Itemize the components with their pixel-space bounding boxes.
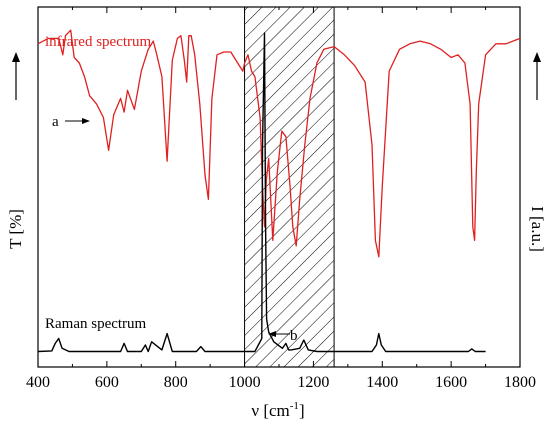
x-tick-label: 400	[26, 374, 50, 391]
infrared-spectrum-line	[37, 29, 521, 258]
annotation-b-label: b	[290, 328, 298, 344]
x-tick-label: 1200	[297, 374, 329, 391]
x-axis-ticks: 400 600 800 1000 1200 1400 1600 1800	[26, 7, 536, 391]
y-axis-left-title: T [%]	[6, 209, 25, 249]
hatched-region	[244, 6, 335, 368]
x-axis-title-superscript: -1	[290, 400, 299, 412]
x-axis-title-base: ν [cm	[251, 401, 289, 420]
annotation-a-label: a	[52, 114, 59, 130]
x-axis-title: ν [cm-1]	[251, 400, 304, 420]
x-tick-label: 1000	[229, 374, 261, 391]
annotation-b-arrow	[268, 331, 290, 337]
annotation-a-arrow	[65, 118, 90, 124]
x-tick-label: 1400	[366, 374, 398, 391]
x-axis-title-end: ]	[299, 401, 305, 420]
raman-spectrum-line	[37, 32, 486, 353]
x-tick-label: 1800	[504, 374, 536, 391]
x-tick-label: 800	[164, 374, 188, 391]
left-axis-arrow	[12, 52, 20, 100]
infrared-spectrum-label: infrared spectrum	[45, 34, 152, 50]
x-tick-label: 1600	[435, 374, 467, 391]
right-axis-arrow	[533, 52, 541, 100]
y-axis-right-title: I [a.u.]	[528, 206, 547, 252]
raman-spectrum-label: Raman spectrum	[45, 316, 147, 332]
x-tick-label: 600	[95, 374, 119, 391]
